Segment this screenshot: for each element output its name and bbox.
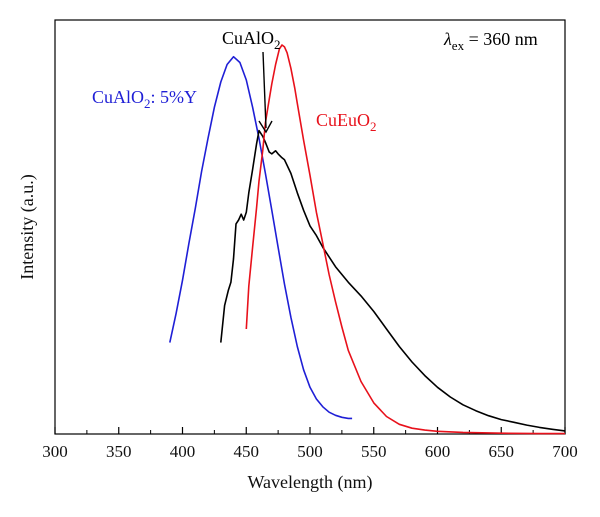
x-tick-label: 600 bbox=[425, 442, 451, 461]
x-tick-label: 400 bbox=[170, 442, 196, 461]
x-tick-label: 300 bbox=[42, 442, 68, 461]
y-axis-title: Intensity (a.u.) bbox=[17, 174, 38, 279]
label-cueuo2: CuEuO2 bbox=[316, 110, 377, 134]
x-tick-label: 350 bbox=[106, 442, 132, 461]
label-cualo2-5y: CuAlO2: 5%Y bbox=[92, 87, 197, 111]
series-layer bbox=[169, 44, 566, 435]
series-line-1 bbox=[220, 129, 566, 432]
label-cualo2: CuAlO2 bbox=[222, 28, 281, 52]
x-tick-label: 550 bbox=[361, 442, 387, 461]
x-axis-tick-labels: 300 350 400 450 500 550 600 650 700 bbox=[42, 442, 578, 461]
cualo2-arrow bbox=[258, 51, 273, 134]
x-tick-label: 700 bbox=[552, 442, 578, 461]
x-tick-label: 650 bbox=[489, 442, 515, 461]
x-axis-title: Wavelength (nm) bbox=[247, 472, 372, 493]
series-line-2 bbox=[245, 44, 565, 435]
x-tick-label: 500 bbox=[297, 442, 323, 461]
label-excitation: λex = 360 nm bbox=[443, 29, 538, 53]
x-tick-label: 450 bbox=[234, 442, 260, 461]
